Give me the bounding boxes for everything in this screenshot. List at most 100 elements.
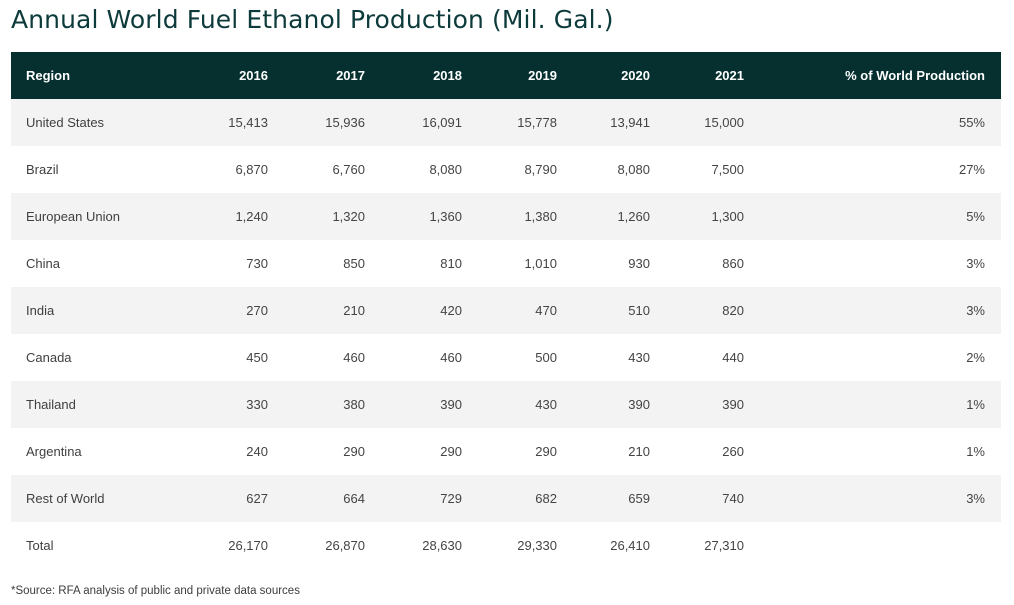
column-header-2016: 2016 [171, 52, 268, 99]
value-cell-2021: 27,310 [650, 522, 744, 569]
table-header-row: Region 2016 2017 2018 2019 2020 2021 % o… [11, 52, 1001, 99]
column-header-2019: 2019 [462, 52, 557, 99]
region-cell: Canada [11, 334, 171, 381]
value-cell-2018: 16,091 [365, 99, 462, 146]
column-header-world-share: % of World Production [744, 52, 1001, 99]
value-cell-2020: 930 [557, 240, 650, 287]
region-cell: European Union [11, 193, 171, 240]
table-row: United States 15,413 15,936 16,091 15,778 13,… [11, 99, 1001, 146]
value-cell-2021: 820 [650, 287, 744, 334]
table-row: India 270 210 420 470 510 820 3% [11, 287, 1001, 334]
value-cell-2021: 15,000 [650, 99, 744, 146]
world-share-cell: 3% [744, 475, 1001, 522]
value-cell-2017: 460 [268, 334, 365, 381]
value-cell-2019: 8,790 [462, 146, 557, 193]
value-cell-2020: 13,941 [557, 99, 650, 146]
table-row: Rest of World 627 664 729 682 659 740 3% [11, 475, 1001, 522]
world-share-cell: 5% [744, 193, 1001, 240]
region-cell: India [11, 287, 171, 334]
value-cell-2016: 730 [171, 240, 268, 287]
value-cell-2019: 1,380 [462, 193, 557, 240]
table-row: Brazil 6,870 6,760 8,080 8,790 8,080 7,500 27% [11, 146, 1001, 193]
world-share-cell: 27% [744, 146, 1001, 193]
region-cell: Rest of World [11, 475, 171, 522]
value-cell-2017: 26,870 [268, 522, 365, 569]
value-cell-2017: 380 [268, 381, 365, 428]
value-cell-2018: 28,630 [365, 522, 462, 569]
value-cell-2016: 270 [171, 287, 268, 334]
value-cell-2019: 430 [462, 381, 557, 428]
region-cell: Brazil [11, 146, 171, 193]
world-share-cell: 2% [744, 334, 1001, 381]
value-cell-2018: 1,360 [365, 193, 462, 240]
value-cell-2020: 430 [557, 334, 650, 381]
value-cell-2021: 440 [650, 334, 744, 381]
value-cell-2018: 290 [365, 428, 462, 475]
region-cell: Argentina [11, 428, 171, 475]
value-cell-2016: 6,870 [171, 146, 268, 193]
value-cell-2021: 7,500 [650, 146, 744, 193]
world-share-cell [744, 522, 1001, 569]
value-cell-2016: 330 [171, 381, 268, 428]
value-cell-2018: 420 [365, 287, 462, 334]
value-cell-2020: 510 [557, 287, 650, 334]
value-cell-2020: 210 [557, 428, 650, 475]
value-cell-2019: 1,010 [462, 240, 557, 287]
world-share-cell: 3% [744, 287, 1001, 334]
value-cell-2016: 240 [171, 428, 268, 475]
value-cell-2016: 15,413 [171, 99, 268, 146]
table-row: Thailand 330 380 390 430 390 390 1% [11, 381, 1001, 428]
column-header-2018: 2018 [365, 52, 462, 99]
value-cell-2019: 470 [462, 287, 557, 334]
page-title: Annual World Fuel Ethanol Production (Mi… [11, 5, 614, 34]
value-cell-2016: 450 [171, 334, 268, 381]
value-cell-2018: 810 [365, 240, 462, 287]
value-cell-2020: 26,410 [557, 522, 650, 569]
value-cell-2021: 1,300 [650, 193, 744, 240]
region-cell: China [11, 240, 171, 287]
value-cell-2018: 390 [365, 381, 462, 428]
value-cell-2018: 460 [365, 334, 462, 381]
value-cell-2017: 664 [268, 475, 365, 522]
value-cell-2021: 260 [650, 428, 744, 475]
source-note: *Source: RFA analysis of public and priv… [11, 585, 300, 597]
value-cell-2019: 29,330 [462, 522, 557, 569]
value-cell-2017: 850 [268, 240, 365, 287]
value-cell-2021: 860 [650, 240, 744, 287]
value-cell-2016: 1,240 [171, 193, 268, 240]
value-cell-2017: 210 [268, 287, 365, 334]
ethanol-production-table: Region 2016 2017 2018 2019 2020 2021 % o… [11, 52, 1001, 569]
value-cell-2019: 682 [462, 475, 557, 522]
column-header-2017: 2017 [268, 52, 365, 99]
region-cell: United States [11, 99, 171, 146]
region-cell: Total [11, 522, 171, 569]
value-cell-2020: 659 [557, 475, 650, 522]
value-cell-2020: 8,080 [557, 146, 650, 193]
world-share-cell: 1% [744, 381, 1001, 428]
table-body: United States 15,413 15,936 16,091 15,778 13,… [11, 99, 1001, 569]
column-header-region: Region [11, 52, 171, 99]
value-cell-2018: 8,080 [365, 146, 462, 193]
column-header-2021: 2021 [650, 52, 744, 99]
world-share-cell: 55% [744, 99, 1001, 146]
value-cell-2020: 1,260 [557, 193, 650, 240]
value-cell-2017: 290 [268, 428, 365, 475]
table-row: Canada 450 460 460 500 430 440 2% [11, 334, 1001, 381]
value-cell-2017: 6,760 [268, 146, 365, 193]
value-cell-2019: 290 [462, 428, 557, 475]
table-row: Argentina 240 290 290 290 210 260 1% [11, 428, 1001, 475]
table-row: European Union 1,240 1,320 1,360 1,380 1,260 1… [11, 193, 1001, 240]
world-share-cell: 1% [744, 428, 1001, 475]
value-cell-2016: 26,170 [171, 522, 268, 569]
value-cell-2018: 729 [365, 475, 462, 522]
value-cell-2016: 627 [171, 475, 268, 522]
value-cell-2019: 500 [462, 334, 557, 381]
value-cell-2019: 15,778 [462, 99, 557, 146]
value-cell-2021: 390 [650, 381, 744, 428]
value-cell-2020: 390 [557, 381, 650, 428]
region-cell: Thailand [11, 381, 171, 428]
column-header-2020: 2020 [557, 52, 650, 99]
value-cell-2021: 740 [650, 475, 744, 522]
value-cell-2017: 1,320 [268, 193, 365, 240]
ethanol-production-table-container: Region 2016 2017 2018 2019 2020 2021 % o… [11, 52, 1001, 569]
